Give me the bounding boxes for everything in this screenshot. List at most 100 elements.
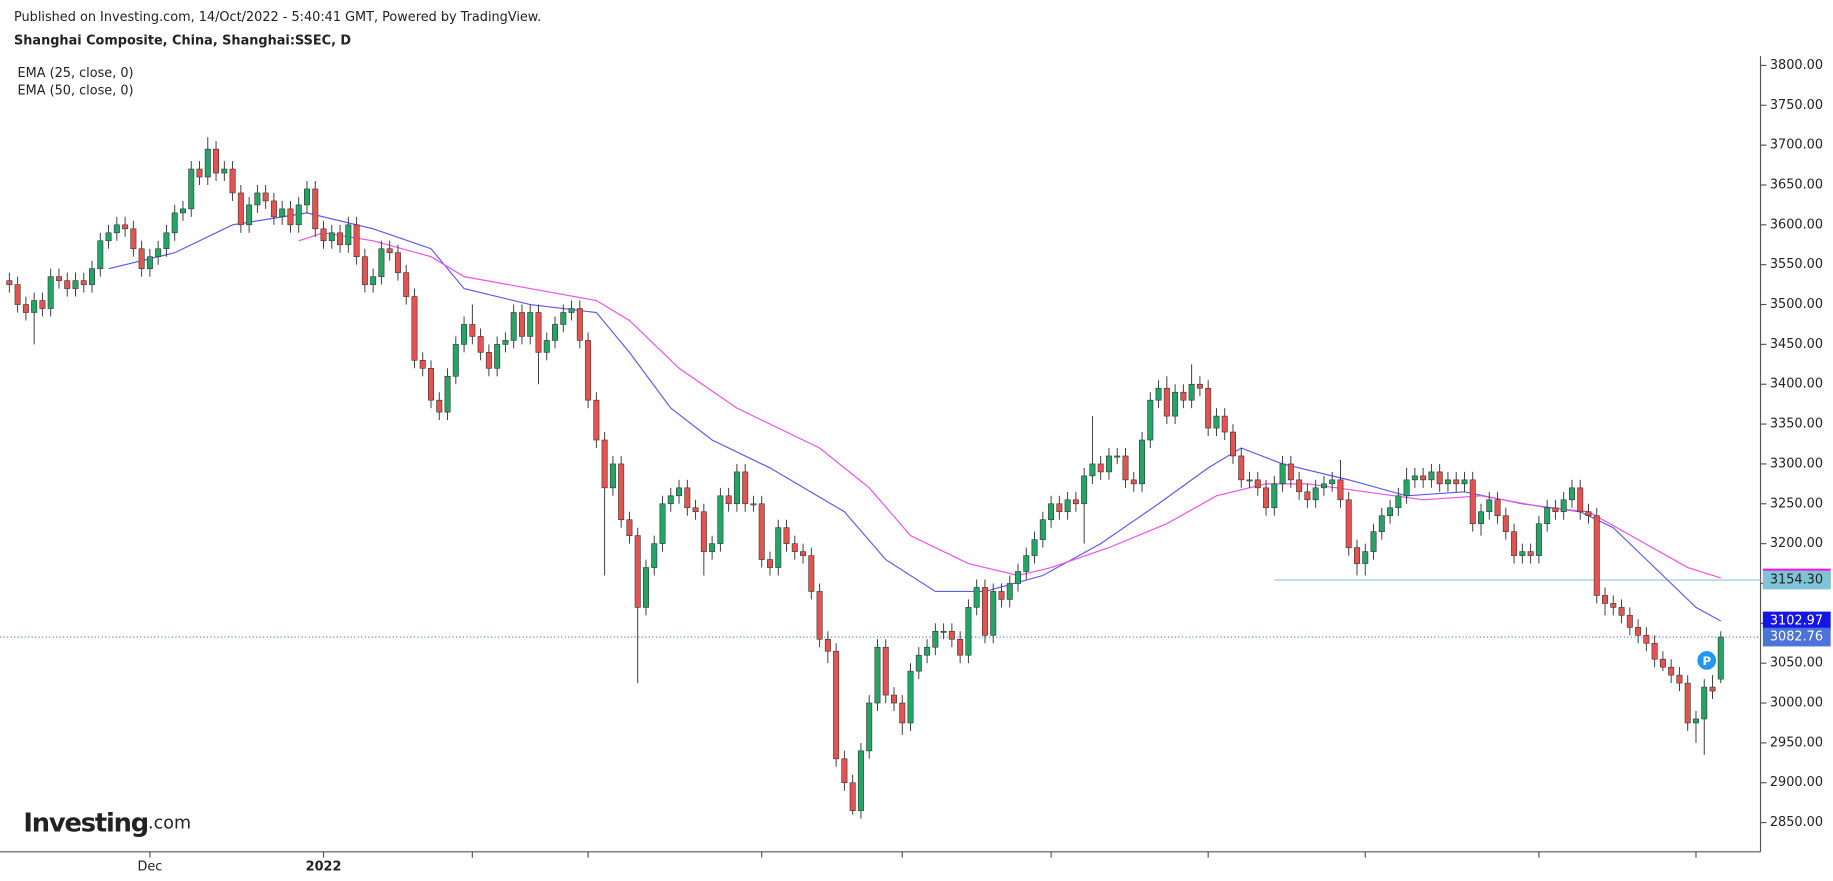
candle-body [1577, 487, 1584, 513]
candle-body [733, 471, 740, 505]
candle-body [494, 344, 501, 369]
candle-body [419, 360, 426, 369]
y-tick-label: 3500.00 [1770, 297, 1823, 312]
candle-body [1296, 479, 1303, 493]
candle-body [361, 256, 368, 285]
candle-body [791, 543, 798, 552]
candle-body [1263, 487, 1270, 509]
y-tick-label: 2950.00 [1770, 735, 1823, 750]
candle-body [1453, 479, 1460, 485]
candle-body [518, 312, 525, 337]
candle-body [204, 148, 211, 178]
value-tag-label: 3154.30 [1770, 573, 1823, 588]
candle-body [1568, 487, 1575, 501]
candle-body [676, 487, 683, 497]
candle-body [337, 232, 344, 246]
candle-body [122, 224, 129, 230]
y-tick-label: 3300.00 [1770, 456, 1823, 471]
candle-body [1188, 383, 1195, 401]
candle-body [270, 200, 277, 218]
value-tag [1762, 627, 1831, 647]
candle-body [1544, 507, 1551, 524]
candle-body [866, 702, 873, 752]
candle-body [535, 312, 542, 353]
candle-body [973, 587, 980, 608]
candle-body [527, 312, 534, 337]
candle-body [502, 340, 509, 345]
y-tick-label: 3200.00 [1770, 536, 1823, 551]
candle-body [1428, 471, 1435, 481]
candle-body [899, 702, 906, 724]
candle-body [394, 252, 401, 273]
candle-body [816, 591, 823, 640]
candle-body [552, 324, 559, 341]
candle-body [1072, 499, 1079, 505]
candle-body [1180, 391, 1187, 401]
value-tag-label: 3082.76 [1770, 630, 1823, 645]
candle-body [1329, 479, 1336, 485]
candle-body [1494, 499, 1501, 517]
candle-body [1395, 495, 1402, 509]
candle-body [1362, 551, 1369, 564]
candle-body [477, 336, 484, 353]
candle-body [1684, 682, 1691, 724]
marker [1697, 651, 1717, 670]
candle-body [957, 638, 964, 656]
candle-body [1089, 463, 1096, 477]
candle-body [237, 192, 244, 226]
candle-body [196, 168, 203, 178]
y-tick-label: 3600.00 [1770, 217, 1823, 232]
candle-body [800, 551, 807, 556]
candle-body [89, 268, 96, 285]
candle-body [155, 248, 162, 258]
candle-body [626, 519, 633, 536]
candle-body [659, 503, 666, 544]
candle-body [1511, 531, 1518, 556]
y-tick-label: 3250.00 [1770, 496, 1823, 511]
y-tick-label: 3400.00 [1770, 377, 1823, 392]
candle-body [39, 300, 46, 309]
candle-body [1312, 487, 1319, 501]
candle-body [188, 168, 195, 210]
candle-body [1411, 475, 1418, 481]
candle-body [1610, 603, 1617, 608]
candle-body [907, 670, 914, 724]
candle-body [1692, 718, 1699, 724]
candle-body [824, 638, 831, 652]
candle-body [1659, 658, 1666, 668]
candle-body [783, 527, 790, 544]
candle-body [767, 559, 773, 568]
candle-body [940, 631, 947, 633]
candle-body [1643, 634, 1650, 644]
candle-body [1337, 479, 1344, 501]
candle-body [254, 192, 261, 206]
candle-body [378, 248, 385, 277]
candle-body [22, 304, 29, 313]
candle-body [891, 694, 897, 704]
candle-body [386, 248, 393, 254]
candle-body [750, 503, 757, 506]
y-tick-label: 2900.00 [1770, 775, 1823, 790]
logo: Investing.com [23, 808, 191, 838]
candle-body [1370, 531, 1377, 552]
candle-body [1081, 475, 1088, 505]
candle-body [436, 399, 443, 413]
candle-body [328, 232, 335, 242]
candle-body [80, 280, 87, 285]
candle-body [841, 758, 848, 784]
y-tick-label: 3650.00 [1770, 177, 1823, 192]
header: Published on Investing.com, 14/Oct/2022 … [14, 10, 541, 25]
candle-body [246, 204, 253, 226]
candle-body [1056, 503, 1063, 513]
candle-body [163, 232, 170, 250]
candle-body [808, 555, 815, 592]
candle-body [609, 463, 616, 489]
y-tick-label: 3700.00 [1770, 138, 1823, 153]
candle-body [593, 399, 600, 441]
ema-line [108, 212, 1722, 622]
candle-body [1717, 636, 1724, 680]
candle-body [105, 232, 112, 242]
candle-body [1229, 431, 1236, 457]
